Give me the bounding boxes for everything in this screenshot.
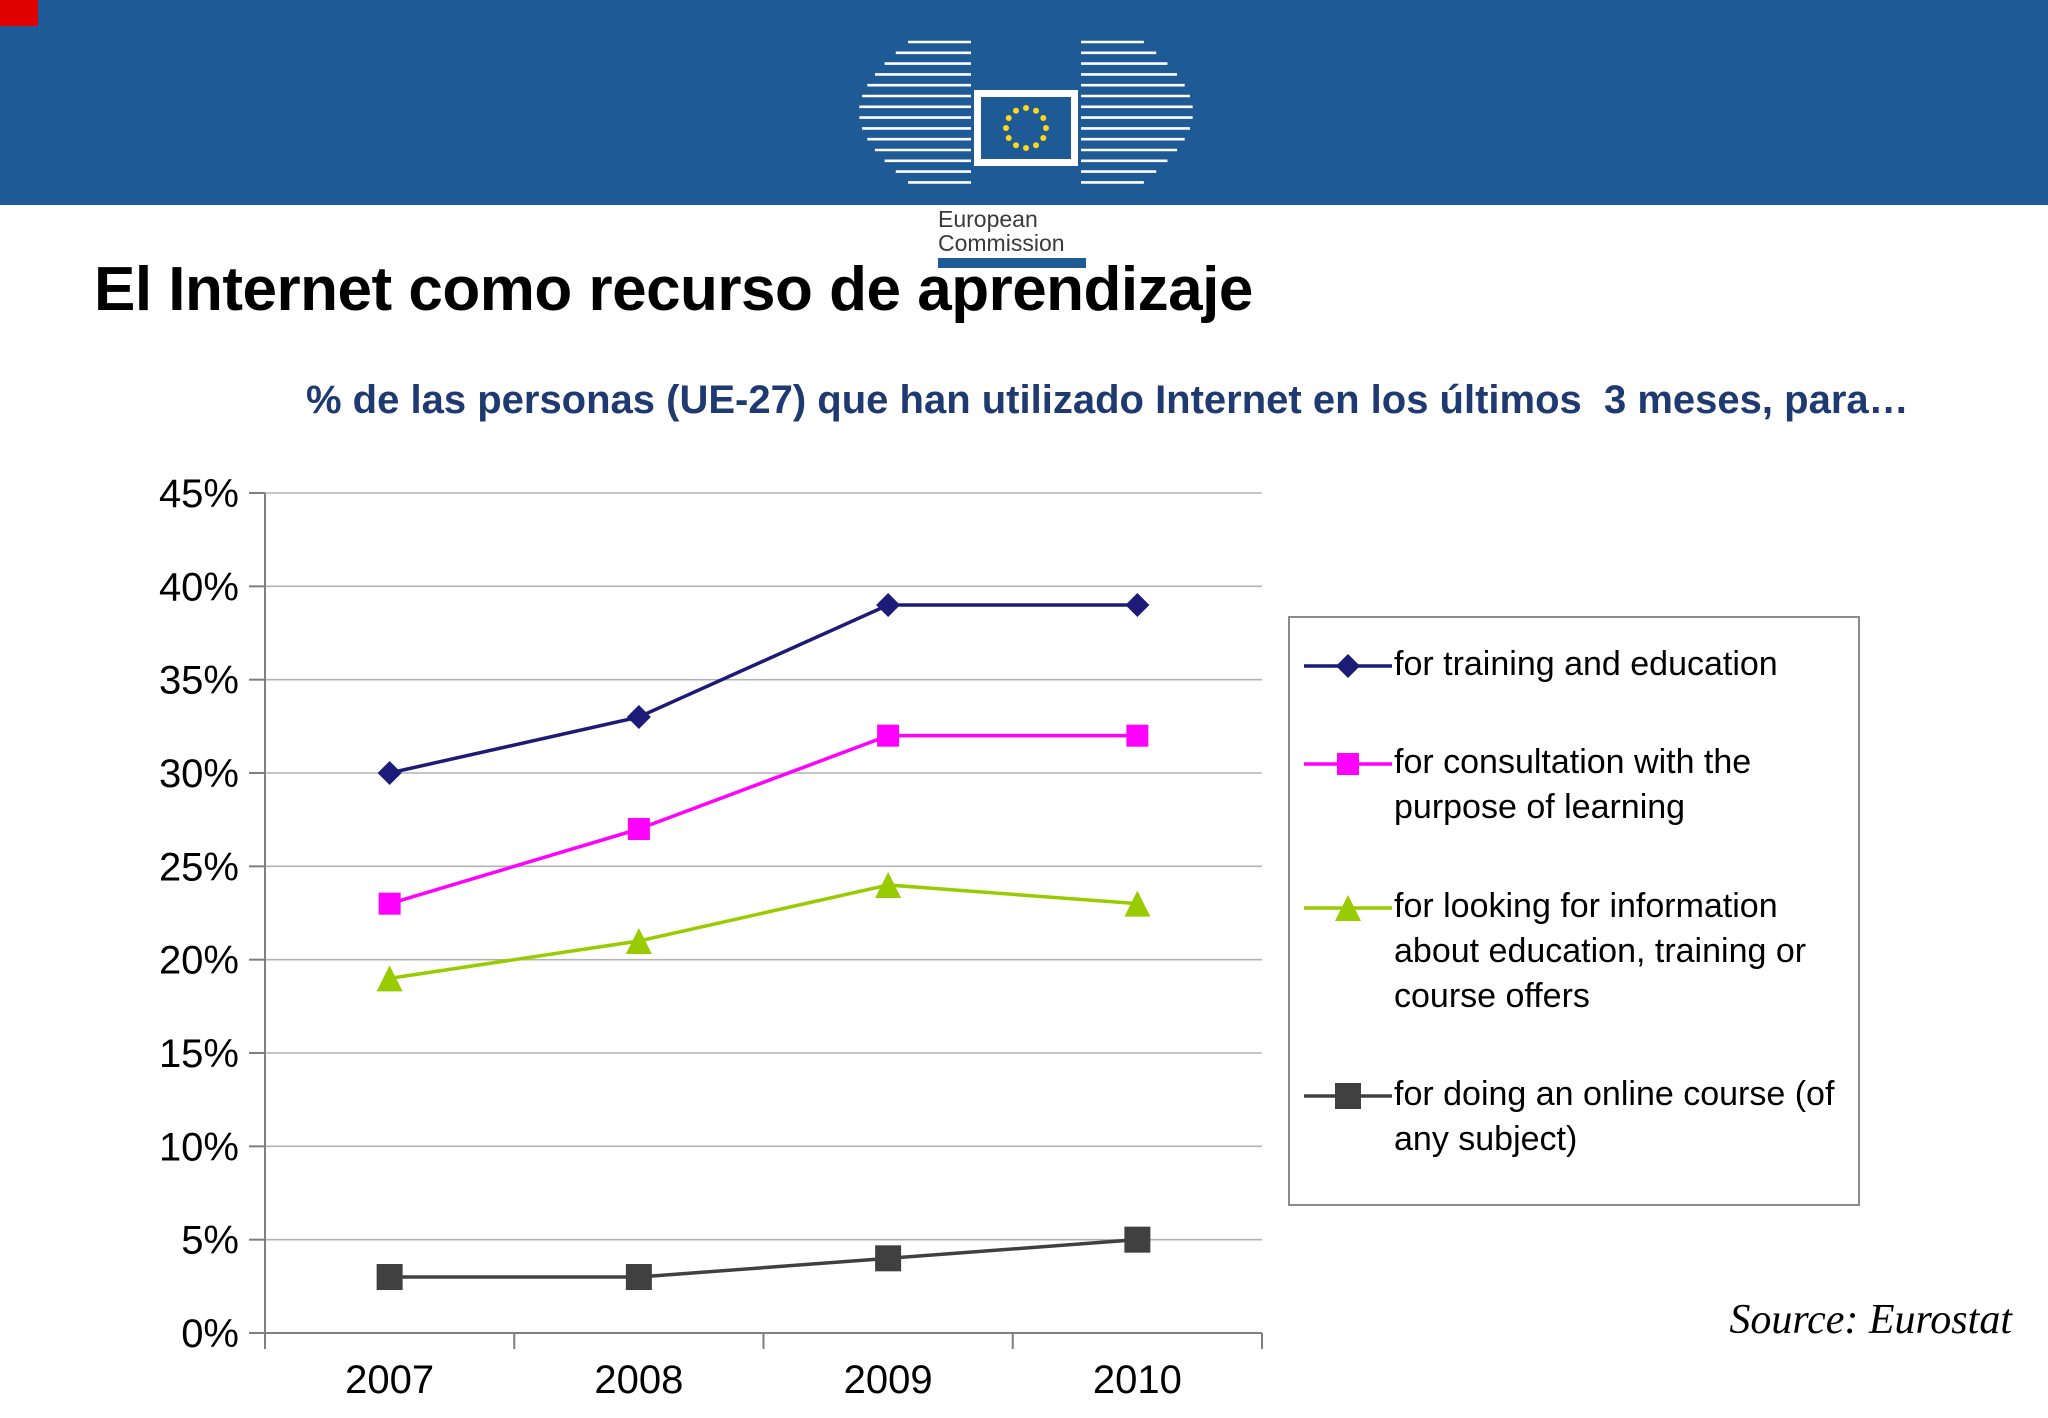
logo-caption-line1: European [938,206,1038,232]
legend-marker-triangle-icon [1304,894,1392,921]
series-2 [378,724,1149,915]
legend-label: for training and education [1394,645,1778,683]
marker-triangle-icon [625,928,652,954]
series-4 [376,1226,1151,1290]
marker-square-icon [376,1264,403,1290]
marker-square-icon [1124,1226,1151,1253]
legend-marker-square-icon [1304,753,1392,776]
x-tick-label: 2008 [594,1358,683,1402]
slide-title: El Internet como recurso de aprendizaje [94,255,1253,324]
chart-gridlines [265,492,1262,1241]
chart-axis-labels: 0% 5% 10% 15% 20% 25% 30% 35% 40% 45% 2007 2008 2009… [159,472,1182,1402]
legend-marker-diamond-icon [1304,654,1392,678]
eu-flag-star [1043,125,1049,131]
marker-square-icon [875,1245,902,1272]
marker-square-icon [1335,1082,1361,1109]
logo-caption-line2: Commission [938,230,1065,256]
series-line [389,603,1138,775]
y-tick-label: 35% [159,659,239,703]
marker-square-icon [625,1264,652,1290]
marker-diamond-icon [876,593,901,617]
legend-item: for training and education [1302,642,1842,687]
legend-label: for consultation with the purpose of lea… [1394,743,1752,827]
legend-marker-square-icon [1304,1082,1392,1109]
eu-flag-star [1003,125,1009,131]
x-tick-label: 2009 [844,1358,933,1402]
y-tick-label: 0% [181,1312,239,1356]
logo-caption: European Commission [938,207,1065,255]
legend-label: for doing an online course (of any subje… [1394,1074,1835,1158]
eu-flag-star [1013,107,1019,114]
eu-flag-star [1023,145,1029,151]
marker-triangle-icon [1124,890,1151,917]
source-note: Source: Eurostat [1729,1297,2012,1343]
eu-flag-star [1005,135,1012,141]
eu-flag-star [1040,135,1047,141]
y-tick-label: 25% [159,845,239,889]
eu-flag-star [1033,142,1039,149]
marker-square-icon [1337,753,1359,776]
marker-triangle-icon [875,872,902,898]
eu-flag-star [1013,142,1019,149]
logo-underline [938,258,1086,268]
series-1 [377,593,1150,785]
legend-item: for consultation with the purpose of lea… [1302,740,1842,830]
marker-square-icon [877,724,900,747]
eu-flag-star [1005,115,1012,121]
y-tick-label: 15% [159,1032,239,1076]
marker-diamond-icon [626,705,651,729]
legend-item: for doing an online course (of any subje… [1302,1072,1842,1162]
x-tick-label: 2007 [345,1358,434,1402]
european-commission-logo [859,40,1193,184]
y-tick-label: 10% [159,1125,239,1169]
marker-diamond-icon [1125,593,1150,617]
marker-square-icon [378,892,401,915]
marker-diamond-icon [377,761,402,785]
chart-legend: for training and education for consultati… [1288,616,1860,1206]
corner-red-mark [0,0,38,26]
chart-title: % de las personas (UE-27) que han utiliz… [306,378,1909,422]
legend-label: for looking for information about educat… [1394,886,1807,1015]
series-line [389,733,1138,906]
chart-axes [249,492,1263,1349]
y-tick-label: 45% [159,472,239,516]
marker-triangle-icon [1335,894,1361,921]
y-tick-label: 30% [159,752,239,796]
x-tick-label: 2010 [1093,1358,1182,1402]
y-tick-label: 20% [159,939,239,983]
marker-triangle-icon [376,965,403,992]
eu-flag-star [1023,105,1029,111]
series-line [389,1237,1138,1279]
y-tick-label: 5% [181,1219,239,1263]
marker-square-icon [1126,724,1149,747]
series-3 [376,872,1151,992]
header-banner [0,0,2048,205]
marker-square-icon [627,818,650,840]
series-line [389,883,1138,981]
marker-diamond-icon [1336,654,1360,678]
legend-item: for looking for information about educat… [1302,884,1842,1019]
y-tick-label: 40% [159,565,239,609]
eu-flag-star [1033,107,1039,114]
eu-flag-star [1040,115,1047,121]
